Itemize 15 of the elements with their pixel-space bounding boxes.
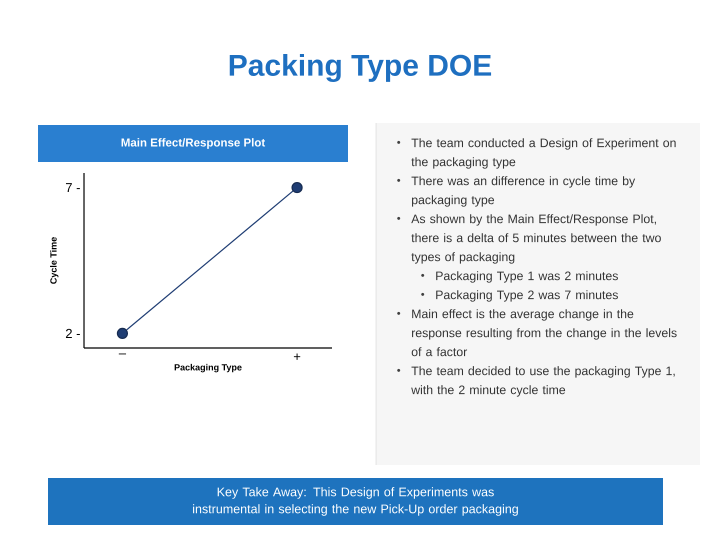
text: The team conducted a Design of Experiment on the packaging type [411, 138, 676, 169]
text: The team decided to use the packaging Type 1, with the 2 minute cycle time [411, 366, 675, 397]
y-axis-title: Cycle Time [50, 237, 58, 284]
text: As shown by the Main Effect/Response Plot, there is a delta of 5 minutes between the two types of packaging [411, 214, 661, 264]
chart-title: Packing Type DOE [230, 54, 492, 82]
y-tick-label: 2 - [66, 328, 80, 338]
text: Packaging Type 1 was 2 minutes [436, 271, 618, 283]
text: There was an difference in cycle time by packaging type [411, 176, 636, 207]
text: Key Take Away: This Design of Experiments was instrumental in selecting the new Pick-Up order packaging [193, 487, 518, 516]
x-tick-label: + [294, 354, 300, 360]
x-axis-title: Packaging Type [174, 364, 242, 372]
y-tick-label: 7 - [66, 183, 80, 192]
text: Packaging Type 2 was 7 minutes [436, 290, 618, 302]
chart-subtitle: Main Effect/Response Plot [122, 138, 266, 149]
text: Main effect is the average change in the response resulting from the change in the levels of a factor [412, 309, 677, 356]
